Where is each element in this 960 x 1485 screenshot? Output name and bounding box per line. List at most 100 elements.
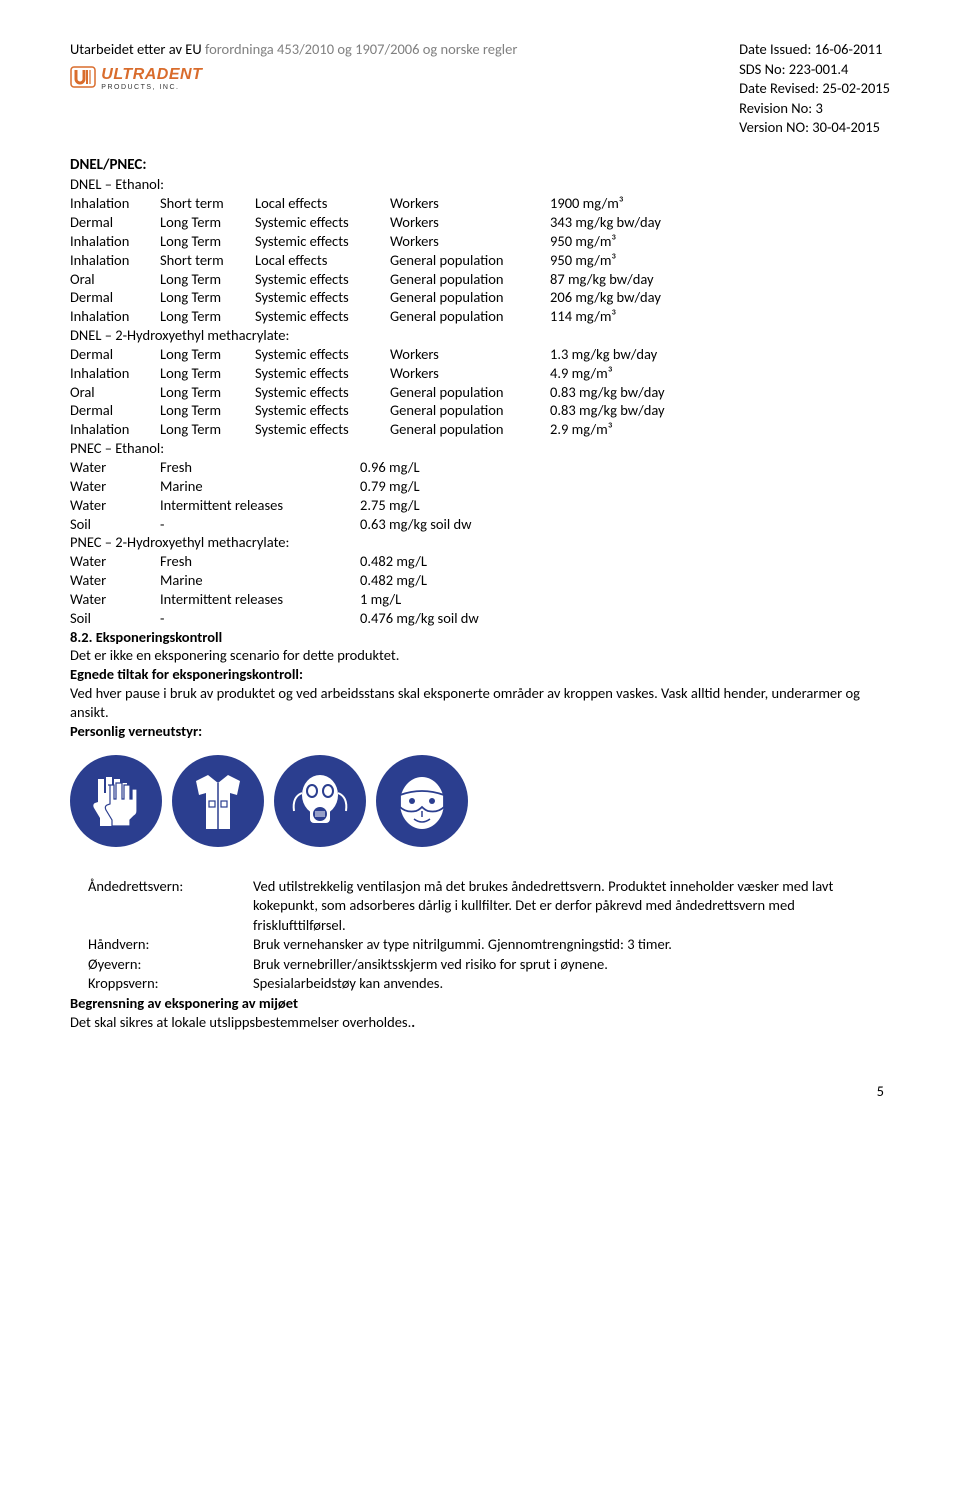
table-cell: Long Term xyxy=(160,345,255,364)
sds-no: SDS No: 223-001.4 xyxy=(739,60,890,80)
table-cell: 0.83 mg/kg bw/day xyxy=(550,383,890,402)
table-cell: Systemic effects xyxy=(255,401,390,420)
hand-value: Bruk vernehansker av type nitrilgummi. G… xyxy=(253,935,890,955)
gloves-icon xyxy=(70,755,162,847)
section-8-2-line2: Ved hver pause i bruk av produktet og ve… xyxy=(70,684,890,722)
header-prefix: Utarbeidet etter av EU xyxy=(70,40,205,58)
table-cell: Long Term xyxy=(160,232,255,251)
table-cell: General population xyxy=(390,270,550,289)
table-cell: Marine xyxy=(160,477,360,496)
table-cell: Intermittent releases xyxy=(160,496,360,515)
table-row: Soil-0.476 mg/kg soil dw xyxy=(70,609,890,628)
table-row: OralLong TermSystemic effectsGeneral pop… xyxy=(70,270,890,289)
table-cell: Fresh xyxy=(160,552,360,571)
table-cell: 206 mg/kg bw/day xyxy=(550,288,890,307)
table-cell: Dermal xyxy=(70,401,160,420)
header-left: Utarbeidet etter av EU forordninga 453/2… xyxy=(70,40,517,93)
table-cell: Short term xyxy=(160,251,255,270)
table-row: WaterIntermittent releases1 mg/L xyxy=(70,590,890,609)
revision-no: Revision No: 3 xyxy=(739,99,890,119)
table-cell: General population xyxy=(390,401,550,420)
respirator-icon xyxy=(274,755,366,847)
table-cell: 0.79 mg/L xyxy=(360,477,890,496)
dnel-hema-title: DNEL – 2-Hydroxyethyl methacrylate: xyxy=(70,326,890,345)
begrens-title: Begrensning av eksponering av mijøet xyxy=(70,994,890,1013)
table-cell: Water xyxy=(70,477,160,496)
table-cell: 0.83 mg/kg bw/day xyxy=(550,401,890,420)
table-cell: Long Term xyxy=(160,307,255,326)
table-cell: Water xyxy=(70,552,160,571)
table-row: DermalLong TermSystemic effectsGeneral p… xyxy=(70,288,890,307)
table-cell: Inhalation xyxy=(70,307,160,326)
section-8-2-line1: Det er ikke en eksponering scenario for … xyxy=(70,646,890,665)
table-cell: Water xyxy=(70,590,160,609)
ppe-icons-row xyxy=(70,755,890,847)
table-cell: Marine xyxy=(160,571,360,590)
table-cell: 1.3 mg/kg bw/day xyxy=(550,345,890,364)
table-cell: 0.482 mg/L xyxy=(360,552,890,571)
table-cell: 2.9 mg/m³ xyxy=(550,420,890,439)
table-row: InhalationLong TermSystemic effectsWorke… xyxy=(70,232,890,251)
table-cell: Inhalation xyxy=(70,364,160,383)
table-cell: 0.96 mg/L xyxy=(360,458,890,477)
table-cell: Long Term xyxy=(160,420,255,439)
table-cell: Water xyxy=(70,458,160,477)
page-number: 5 xyxy=(70,1082,890,1100)
table-cell: General population xyxy=(390,288,550,307)
table-row: InhalationLong TermSystemic effectsGener… xyxy=(70,420,890,439)
table-cell: General population xyxy=(390,307,550,326)
table-cell: Systemic effects xyxy=(255,288,390,307)
table-cell: General population xyxy=(390,383,550,402)
header-gray: forordninga 453/2010 og 1907/2006 og nor… xyxy=(205,40,517,58)
pnec-hema-table: WaterFresh0.482 mg/L WaterMarine0.482 mg/… xyxy=(70,552,890,627)
table-cell: Fresh xyxy=(160,458,360,477)
andedrett-value: Ved utilstrekkelig ventilasjon må det br… xyxy=(253,877,890,936)
table-row: InhalationShort termLocal effectsWorkers… xyxy=(70,194,890,213)
table-cell: Long Term xyxy=(160,288,255,307)
kropp-label: Kroppsvern: xyxy=(70,974,253,994)
pnec-hema-title: PNEC – 2-Hydroxyethyl methacrylate: xyxy=(70,533,890,552)
table-row: WaterIntermittent releases2.75 mg/L xyxy=(70,496,890,515)
table-cell: Systemic effects xyxy=(255,232,390,251)
table-cell: 343 mg/kg bw/day xyxy=(550,213,890,232)
table-cell: Systemic effects xyxy=(255,383,390,402)
table-cell: Long Term xyxy=(160,270,255,289)
table-cell: 1 mg/L xyxy=(360,590,890,609)
logo: ULTRADENT PRODUCTS, INC. xyxy=(70,66,517,94)
oye-value: Bruk vernebriller/ansiktsskjerm ved risi… xyxy=(253,955,890,975)
table-cell: 114 mg/m³ xyxy=(550,307,890,326)
table-cell: 0.482 mg/L xyxy=(360,571,890,590)
table-cell: Systemic effects xyxy=(255,307,390,326)
table-cell: Workers xyxy=(390,213,550,232)
table-cell: 0.476 mg/kg soil dw xyxy=(360,609,890,628)
table-cell: Water xyxy=(70,571,160,590)
table-cell: Workers xyxy=(390,364,550,383)
logo-mark-icon xyxy=(70,66,96,94)
table-row: WaterFresh0.96 mg/L xyxy=(70,458,890,477)
dnel-ethanol-title: DNEL – Ethanol: xyxy=(70,175,890,194)
table-row: InhalationShort termLocal effectsGeneral… xyxy=(70,251,890,270)
table-cell: 1900 mg/m³ xyxy=(550,194,890,213)
table-row: OralLong TermSystemic effectsGeneral pop… xyxy=(70,383,890,402)
table-cell: Local effects xyxy=(255,251,390,270)
table-cell: 87 mg/kg bw/day xyxy=(550,270,890,289)
labcoat-icon xyxy=(172,755,264,847)
section-8-2-sub2: Personlig verneutstyr: xyxy=(70,722,890,741)
table-cell: Oral xyxy=(70,383,160,402)
date-issued: Date Issued: 16-06-2011 xyxy=(739,40,890,60)
table-cell: Oral xyxy=(70,270,160,289)
table-cell: Systemic effects xyxy=(255,420,390,439)
table-cell: Workers xyxy=(390,232,550,251)
table-cell: Short term xyxy=(160,194,255,213)
table-row: DermalLong TermSystemic effectsWorkers34… xyxy=(70,213,890,232)
table-cell: Dermal xyxy=(70,345,160,364)
table-cell: Water xyxy=(70,496,160,515)
dnel-ethanol-table: InhalationShort termLocal effectsWorkers… xyxy=(70,194,890,326)
table-cell: Soil xyxy=(70,515,160,534)
andedrett-label: Åndedrettsvern: xyxy=(70,877,253,936)
table-cell: Dermal xyxy=(70,213,160,232)
oye-label: Øyevern: xyxy=(70,955,253,975)
dnel-hema-table: DermalLong TermSystemic effectsWorkers1.… xyxy=(70,345,890,439)
table-cell: Workers xyxy=(390,345,550,364)
table-cell: Systemic effects xyxy=(255,364,390,383)
